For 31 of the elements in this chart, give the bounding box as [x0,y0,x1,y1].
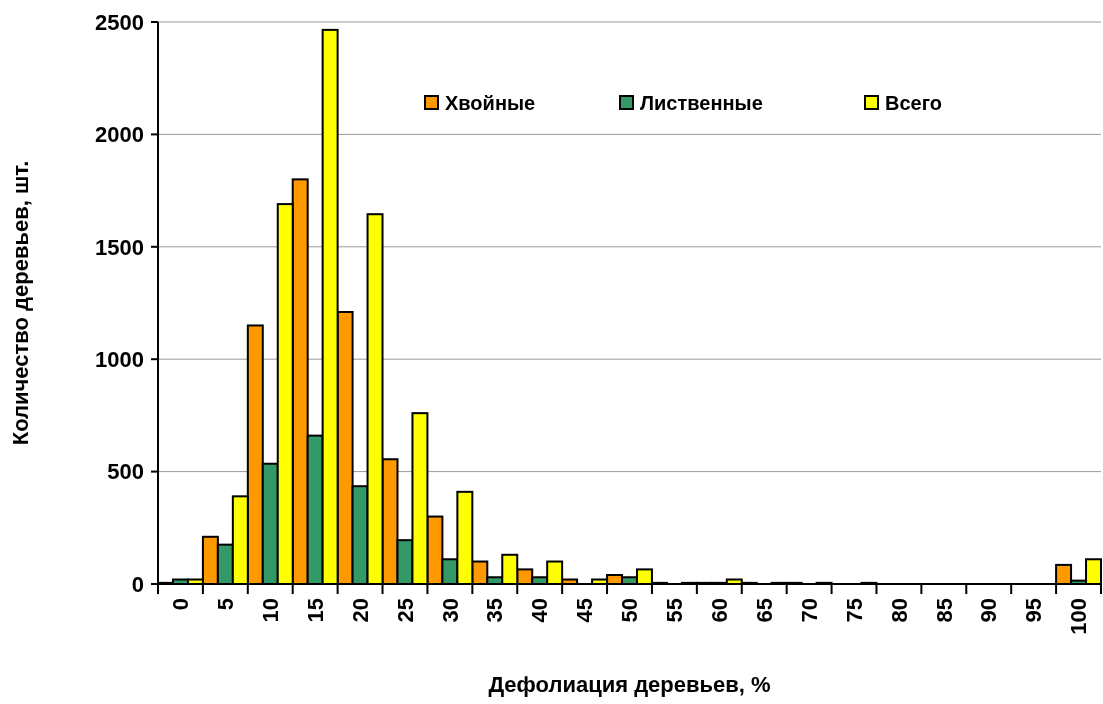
y-tick-label: 1500 [95,234,144,260]
y-axis-title: Количество деревьев, шт. [8,160,33,446]
x-tick-label: 10 [257,598,283,623]
x-tick-label: 25 [392,598,418,623]
x-tick-label: 35 [482,598,508,623]
x-tick-label: 5 [213,598,239,611]
x-axis-title: Дефолиация деревьев, % [488,672,771,697]
y-tick-label: 500 [107,459,144,485]
x-tick-label: 75 [841,598,867,623]
x-tick-label: 65 [751,598,777,623]
x-tick-label: 15 [302,598,328,623]
x-tick-label: 100 [1066,598,1092,635]
y-tick-label: 1000 [95,346,144,372]
x-tick-label: 95 [1021,598,1047,623]
x-tick-label: 85 [931,598,957,623]
x-tick-label: 50 [617,598,643,623]
x-tick-label: 30 [437,598,463,623]
x-tick-label: 0 [168,598,194,611]
y-tick-label: 2000 [95,122,144,148]
x-tick-label: 60 [707,598,733,623]
x-tick-label: 40 [527,598,553,623]
x-tick-label: 80 [886,598,912,623]
x-tick-label: 70 [796,598,822,623]
y-tick-label: 2500 [95,9,144,35]
legend-label: Хвойные [445,92,536,114]
x-tick-label: 90 [976,598,1002,623]
x-tick-label: 45 [572,598,598,623]
legend-label: Лиственные [640,92,763,114]
x-tick-label: 55 [662,598,688,623]
x-tick-label: 20 [347,598,373,623]
legend-label: Всего [885,92,942,114]
